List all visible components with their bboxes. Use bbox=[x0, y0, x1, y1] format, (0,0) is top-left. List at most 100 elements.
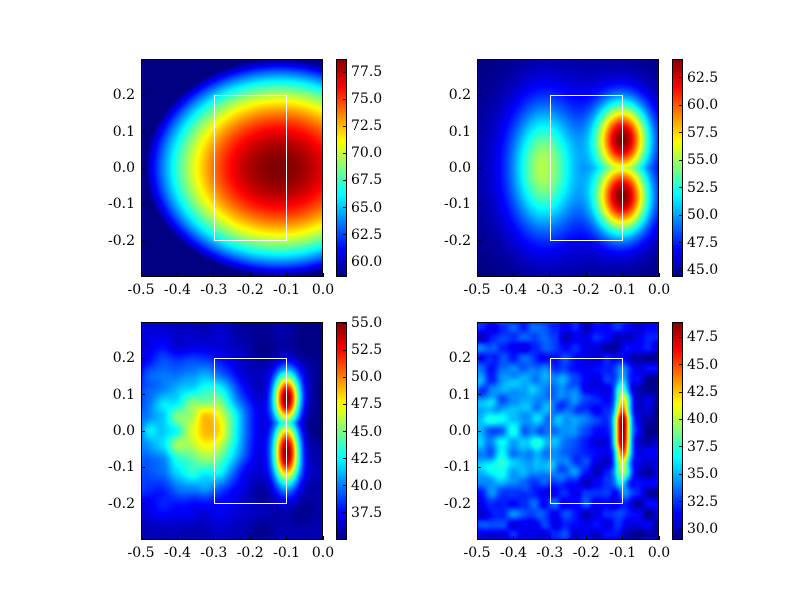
colorbar bbox=[336, 59, 347, 277]
x-tick-label: -0.3 bbox=[536, 282, 564, 298]
y-tick-label: -0.2 bbox=[444, 232, 471, 249]
x-tick bbox=[286, 536, 288, 540]
colorbar-tick bbox=[679, 501, 683, 503]
y-tick-label: 0.1 bbox=[112, 386, 135, 403]
x-tick-label: -0.5 bbox=[463, 545, 491, 561]
x-tick bbox=[622, 536, 624, 540]
x-tick bbox=[476, 273, 478, 277]
y-tick-label: 0.2 bbox=[112, 87, 135, 104]
colorbar-tick-label: 42.5 bbox=[351, 450, 383, 467]
colorbar-tick-label: 52.5 bbox=[351, 342, 383, 359]
heatmap-axes-bottom-right bbox=[476, 322, 660, 540]
colorbar-tick-label: 62.5 bbox=[351, 226, 383, 243]
y-tick bbox=[141, 503, 145, 505]
y-tick bbox=[141, 357, 145, 359]
colorbar-tick bbox=[679, 159, 683, 161]
colorbar-tick-label: 55.0 bbox=[687, 152, 719, 169]
x-tick-label: -0.3 bbox=[200, 545, 228, 561]
x-tick-label: -0.4 bbox=[163, 545, 191, 561]
y-tick-label: 0.1 bbox=[112, 123, 135, 140]
colorbar-tick-label: 60.0 bbox=[687, 97, 719, 114]
colorbar-tick bbox=[679, 187, 683, 189]
colorbar bbox=[672, 322, 683, 540]
colorbar-tick-label: 35.0 bbox=[687, 466, 719, 483]
x-tick-label: -0.2 bbox=[236, 282, 264, 298]
colorbar-tick bbox=[679, 364, 683, 366]
colorbar-frame bbox=[336, 59, 347, 277]
x-tick bbox=[549, 536, 551, 540]
colorbar-tick bbox=[679, 242, 683, 244]
colorbar-tick bbox=[343, 71, 347, 73]
colorbar-tick bbox=[679, 446, 683, 448]
y-tick bbox=[477, 394, 481, 396]
x-tick-label: -0.3 bbox=[200, 282, 228, 298]
colorbar-tick-label: 57.5 bbox=[687, 124, 719, 141]
y-tick bbox=[477, 357, 481, 359]
y-tick bbox=[477, 203, 481, 205]
x-tick-label: -0.4 bbox=[163, 282, 191, 298]
y-tick-label: 0.0 bbox=[448, 160, 471, 176]
colorbar-tick-label: 50.0 bbox=[687, 207, 719, 224]
y-tick-label: 0.2 bbox=[448, 87, 471, 104]
x-tick-label: 0.0 bbox=[647, 545, 671, 561]
colorbar-tick bbox=[343, 403, 347, 405]
region-rectangle bbox=[213, 358, 287, 504]
x-tick bbox=[322, 273, 324, 277]
x-tick bbox=[213, 536, 215, 540]
colorbar-tick-label: 62.5 bbox=[687, 69, 719, 86]
x-tick-label: -0.2 bbox=[572, 545, 600, 561]
colorbar-tick-label: 45.0 bbox=[687, 356, 719, 373]
x-tick-label: 0.0 bbox=[647, 282, 671, 298]
colorbar-tick bbox=[679, 77, 683, 79]
x-tick bbox=[585, 536, 587, 540]
region-rectangle bbox=[549, 358, 623, 504]
x-tick bbox=[476, 536, 478, 540]
x-tick bbox=[549, 273, 551, 277]
colorbar-tick bbox=[343, 179, 347, 181]
y-tick-label: 0.1 bbox=[448, 386, 471, 403]
colorbar-tick bbox=[679, 418, 683, 420]
colorbar-gradient bbox=[672, 322, 683, 540]
colorbar-tick-label: 60.0 bbox=[351, 253, 383, 270]
x-tick bbox=[512, 536, 514, 540]
colorbar-tick bbox=[679, 473, 683, 475]
region-rectangle bbox=[549, 95, 623, 241]
x-tick-label: -0.1 bbox=[273, 282, 301, 298]
x-tick-label: -0.1 bbox=[273, 545, 301, 561]
x-tick-label: -0.4 bbox=[499, 282, 527, 298]
y-tick-label: 0.0 bbox=[112, 160, 135, 176]
x-tick-label: -0.2 bbox=[572, 282, 600, 298]
y-tick bbox=[477, 167, 481, 169]
colorbar-tick bbox=[343, 207, 347, 209]
colorbar-tick bbox=[679, 391, 683, 393]
colorbar bbox=[672, 59, 683, 277]
colorbar-tick bbox=[679, 214, 683, 216]
y-tick-label: 0.0 bbox=[112, 423, 135, 439]
y-tick bbox=[477, 240, 481, 242]
heatmap-axes-top-left bbox=[140, 59, 324, 277]
y-tick-label: -0.2 bbox=[444, 495, 471, 512]
colorbar-tick bbox=[343, 349, 347, 351]
colorbar-tick bbox=[343, 98, 347, 100]
x-tick bbox=[585, 273, 587, 277]
colorbar-tick bbox=[343, 431, 347, 433]
colorbar-tick-label: 47.5 bbox=[687, 329, 719, 346]
colorbar-tick-label: 67.5 bbox=[351, 172, 383, 189]
colorbar-tick-label: 37.5 bbox=[351, 504, 383, 521]
colorbar-tick-label: 65.0 bbox=[351, 199, 383, 216]
colorbar-tick-label: 55.0 bbox=[351, 315, 383, 332]
colorbar-gradient bbox=[336, 322, 347, 540]
colorbar-tick bbox=[343, 376, 347, 378]
colorbar-tick-label: 77.5 bbox=[351, 64, 383, 80]
colorbar-tick bbox=[343, 322, 347, 324]
x-tick bbox=[249, 536, 251, 540]
x-tick bbox=[140, 536, 142, 540]
x-tick bbox=[512, 273, 514, 277]
y-tick-label: -0.1 bbox=[444, 459, 471, 476]
y-tick-label: -0.2 bbox=[108, 495, 135, 512]
colorbar-tick-label: 75.0 bbox=[351, 91, 383, 108]
y-tick bbox=[141, 131, 145, 133]
x-tick bbox=[622, 273, 624, 277]
colorbar-tick-label: 47.5 bbox=[351, 396, 383, 413]
